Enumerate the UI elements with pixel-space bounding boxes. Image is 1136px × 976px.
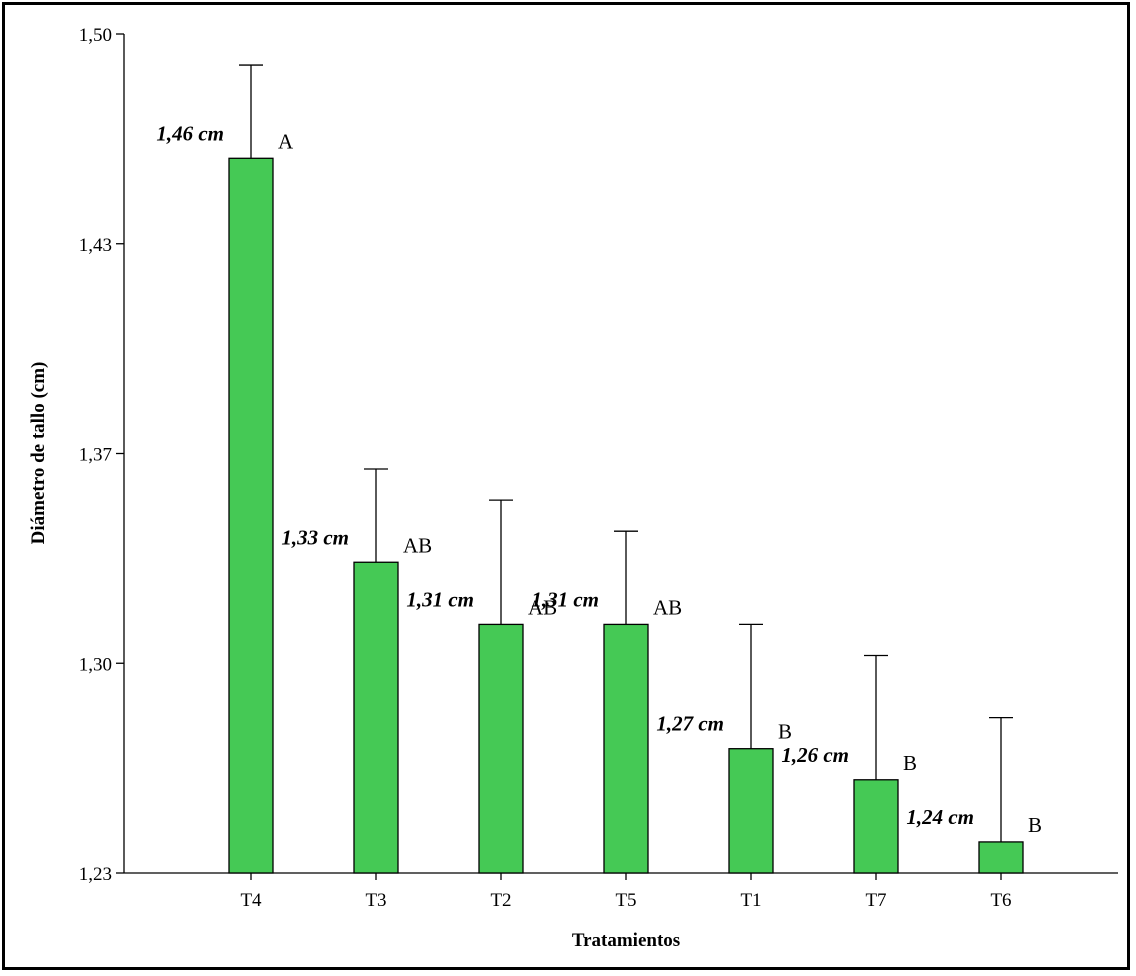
bar	[728, 748, 774, 874]
x-axis-title: Tratamientos	[572, 930, 680, 951]
value-label: 1,46 cm	[156, 121, 224, 145]
group-letter: B	[1028, 813, 1042, 837]
bar	[603, 623, 649, 874]
x-tick-label: T6	[990, 890, 1011, 911]
y-tick-label: 1,23	[79, 864, 112, 885]
y-tick-label: 1,37	[79, 445, 112, 466]
group-letter: B	[903, 751, 917, 775]
bar	[478, 623, 524, 874]
x-tick-label: T5	[615, 890, 636, 911]
value-label: 1,31 cm	[406, 587, 474, 611]
value-label: 1,33 cm	[281, 525, 349, 549]
value-label: 1,27 cm	[656, 712, 724, 736]
value-label: 1,31 cm	[531, 587, 599, 611]
bar	[978, 841, 1024, 874]
y-tick-label: 1,50	[79, 25, 112, 46]
y-tick-label: 1,30	[79, 654, 112, 675]
bar	[228, 157, 274, 874]
bar	[353, 561, 399, 874]
value-label: 1,26 cm	[781, 743, 849, 767]
y-axis-title: Diámetro de tallo (cm)	[28, 362, 49, 545]
x-tick-label: T3	[365, 890, 386, 911]
bar	[853, 779, 899, 874]
x-tick-label: T2	[490, 890, 511, 911]
group-letter: B	[778, 720, 792, 744]
group-letter: A	[278, 129, 294, 153]
x-tick-label: T1	[740, 890, 761, 911]
y-tick-label: 1,43	[79, 235, 112, 256]
y-axis-ticks: 1,23 1,30 1,37 1,43 1,50	[79, 25, 124, 885]
group-letter: AB	[653, 595, 682, 619]
value-label: 1,24 cm	[906, 805, 974, 829]
x-tick-label: T4	[240, 890, 262, 911]
x-tick-label: T7	[865, 890, 886, 911]
group-letter: AB	[528, 595, 557, 619]
group-letter: AB	[403, 533, 432, 557]
